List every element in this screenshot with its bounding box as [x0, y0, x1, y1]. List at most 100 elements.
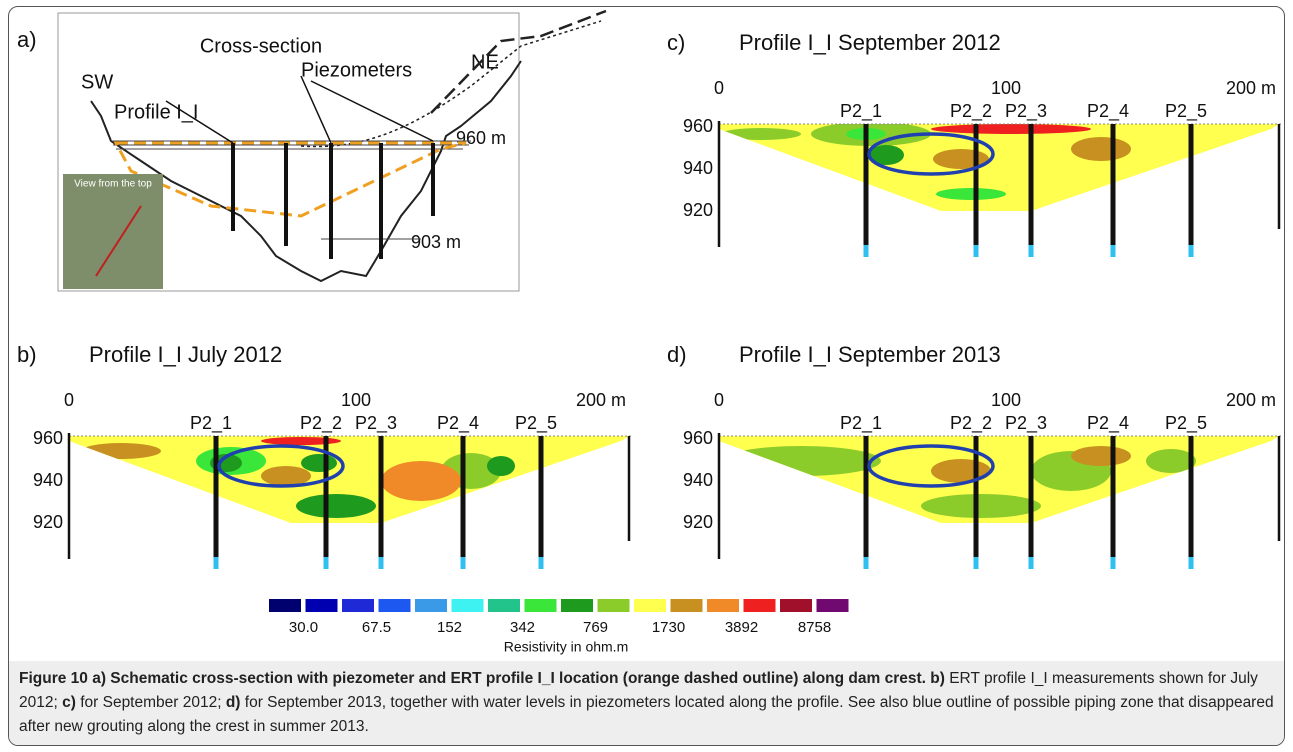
distance-label: 0	[714, 78, 724, 98]
distance-label: 0	[714, 390, 724, 410]
color-swatch	[707, 599, 739, 612]
depth-label: 960	[683, 116, 713, 136]
depth-label: 940	[683, 158, 713, 178]
piezometer-label: P2_4	[1087, 413, 1129, 434]
color-swatch	[816, 599, 849, 612]
color-swatch	[451, 599, 484, 612]
piping-zone	[867, 444, 995, 488]
distance-label: 0	[64, 390, 74, 410]
colorbar-label: 769	[583, 619, 608, 636]
color-swatch	[378, 599, 411, 612]
color-swatch	[561, 599, 593, 612]
resistivity-zone	[921, 494, 1041, 518]
caption: Figure 10 a) Schematic cross-section wit…	[9, 661, 1284, 745]
colorbar-label: 152	[437, 619, 462, 636]
profile-label: Profile I_I	[114, 101, 198, 123]
profile-panel: b) Profile I_I July 2012 0 100 200 m 960 940 92…	[17, 342, 631, 569]
depth-label: 920	[683, 512, 713, 532]
panel-label: b)	[17, 342, 37, 367]
resistivity-zone	[931, 124, 1091, 134]
distance-label: 100	[341, 390, 371, 410]
color-swatch	[670, 599, 703, 612]
distance-label: 200 m	[576, 390, 626, 410]
piezometer-label: P2_1	[190, 413, 232, 434]
caption-text: ERT profile I_I measurements shown for J…	[19, 670, 1258, 711]
caption-text: d)	[225, 694, 241, 711]
color-swatch	[269, 599, 301, 612]
color-swatch	[524, 599, 557, 612]
color-swatch	[743, 599, 776, 612]
panel-label: d)	[667, 342, 687, 367]
piezometer-label: P2_3	[355, 413, 397, 434]
piezometer-label: P2_5	[1165, 101, 1207, 122]
piezometer-label: P2_5	[515, 413, 557, 434]
depth-label: 960	[33, 428, 63, 448]
colorbar-label: 67.5	[362, 619, 391, 636]
panel-title: Profile I_I September 2012	[739, 30, 1001, 55]
distance-label: 200 m	[1226, 390, 1276, 410]
resistivity-zone	[868, 145, 904, 165]
colorbar: 30.0 67.5 152 342 769 1730 3892 8758 Resistivity…	[269, 599, 849, 655]
profile-panel: d) Profile I_I September 2013 0 100 200 m 960…	[667, 342, 1281, 569]
depth-label: 940	[33, 470, 63, 490]
caption-text: Figure 10 a) Schematic cross-section wit…	[19, 670, 945, 687]
resistivity-zone	[936, 188, 1006, 200]
panel-label: a)	[17, 27, 37, 52]
crest-label: 960 m	[456, 128, 506, 148]
distance-label: 200 m	[1226, 78, 1276, 98]
distance-label: 100	[991, 78, 1021, 98]
resistivity-zone	[261, 466, 311, 486]
inset-photo	[63, 174, 163, 289]
inset-label: View from the top	[74, 179, 152, 190]
color-swatch	[634, 599, 666, 612]
caption-text: c)	[62, 694, 76, 711]
resistivity-zone	[81, 443, 161, 459]
ne-label: NE	[471, 51, 499, 73]
distance-label: 100	[991, 390, 1021, 410]
slope-line	[430, 9, 607, 114]
resistivity-zone	[1071, 137, 1131, 161]
piezometer-label: P2_2	[950, 101, 992, 122]
piezometer-label: P2_1	[840, 413, 882, 434]
resistivity-zone	[261, 437, 341, 445]
piezometer-lines	[231, 143, 435, 259]
panel-title: Profile I_I September 2013	[739, 342, 1001, 367]
piezometer-label: P2_1	[840, 101, 882, 122]
valley-outline	[90, 60, 522, 283]
resistivity-zone	[381, 461, 461, 501]
figure: a) Cross-section SW NE Profile I_I Piezo…	[8, 6, 1285, 746]
colorbar-label: 3892	[725, 619, 758, 636]
colorbar-label: 30.0	[289, 619, 318, 636]
depth-label: 920	[683, 200, 713, 220]
resistivity-zone	[721, 128, 801, 140]
crest-lines	[111, 140, 471, 150]
resistivity-zone	[721, 446, 881, 476]
depth-label: 940	[683, 470, 713, 490]
anomalies	[81, 437, 515, 518]
colorbar-title: Resistivity in ohm.m	[504, 639, 628, 655]
color-swatch	[597, 599, 630, 612]
profile-outline	[113, 141, 467, 218]
caption-text: for September 2013, together with water …	[19, 694, 1274, 735]
caption-text: for September 2012;	[75, 694, 226, 711]
resistivity-zone	[301, 454, 337, 472]
profile-panel: c) Profile I_I September 2012 0 100 200 m 960…	[667, 30, 1281, 257]
piezometer-label: P2_2	[950, 413, 992, 434]
piezometer-label: P2_2	[300, 413, 342, 434]
piezometer-label: P2_5	[1165, 413, 1207, 434]
schematic-title: Cross-section	[200, 35, 322, 57]
colorbar-label: 8758	[798, 619, 831, 636]
color-swatch	[415, 599, 447, 612]
resistivity-zone	[487, 456, 515, 476]
arrows	[165, 75, 434, 144]
piezometers-label: Piezometers	[301, 59, 412, 81]
inset-profile	[95, 205, 142, 277]
bottom-label: 903 m	[411, 232, 461, 252]
anomalies	[721, 446, 1196, 518]
color-swatch	[342, 599, 374, 612]
color-swatch	[780, 599, 812, 612]
resistivity-zone	[931, 459, 991, 483]
panel-a: a) Cross-section SW NE Profile I_I Piezo…	[17, 9, 607, 292]
panel-label: c)	[667, 30, 685, 55]
sw-label: SW	[81, 71, 113, 93]
